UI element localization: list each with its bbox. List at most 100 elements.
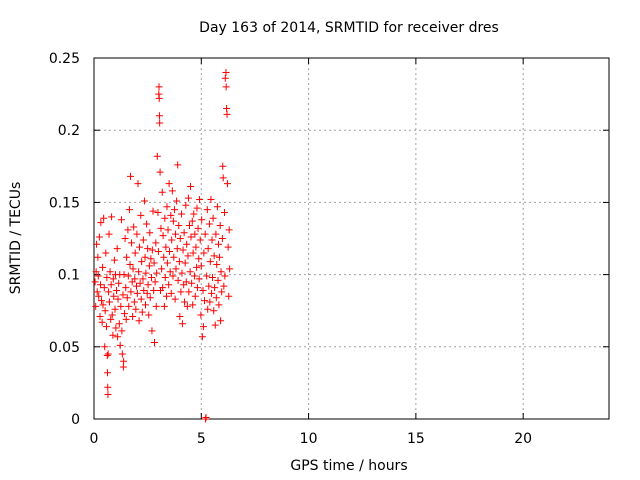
data-point bbox=[160, 302, 168, 310]
data-point bbox=[108, 311, 116, 319]
data-point bbox=[178, 320, 186, 328]
data-point bbox=[182, 201, 190, 209]
data-point bbox=[147, 255, 155, 263]
data-point bbox=[220, 282, 228, 290]
data-point bbox=[104, 350, 112, 358]
data-point bbox=[216, 253, 224, 261]
data-point bbox=[101, 343, 109, 351]
data-point bbox=[223, 180, 231, 188]
data-point bbox=[188, 279, 196, 287]
data-point bbox=[218, 288, 226, 296]
data-point bbox=[173, 245, 181, 253]
data-point bbox=[105, 288, 113, 296]
data-point bbox=[107, 315, 115, 323]
data-point bbox=[197, 262, 205, 270]
data-point bbox=[155, 83, 163, 91]
grid-lines bbox=[94, 58, 609, 419]
data-point bbox=[148, 327, 156, 335]
data-point bbox=[181, 298, 189, 306]
data-point bbox=[120, 357, 128, 365]
data-point bbox=[109, 275, 117, 283]
data-point bbox=[201, 230, 209, 238]
data-point bbox=[144, 281, 152, 289]
y-axis-label: SRMTID / TECUs bbox=[8, 182, 24, 295]
data-point bbox=[173, 197, 181, 205]
data-point bbox=[176, 235, 184, 242]
x-tick-label: 0 bbox=[90, 431, 99, 447]
data-point bbox=[114, 333, 122, 341]
data-point bbox=[134, 180, 142, 188]
data-point bbox=[208, 289, 216, 297]
data-point bbox=[160, 253, 168, 261]
y-tick-label: 0.1 bbox=[58, 268, 80, 284]
data-point bbox=[155, 94, 163, 102]
data-point bbox=[157, 224, 165, 232]
data-point bbox=[145, 311, 153, 319]
data-point bbox=[150, 286, 158, 294]
data-point bbox=[193, 263, 201, 271]
data-point bbox=[153, 152, 161, 160]
data-point bbox=[170, 253, 178, 261]
data-point bbox=[219, 162, 227, 170]
data-point bbox=[208, 273, 216, 281]
data-point bbox=[113, 245, 121, 253]
data-point bbox=[102, 323, 110, 331]
data-point bbox=[212, 294, 220, 302]
y-tick-label: 0.15 bbox=[49, 195, 80, 211]
data-point bbox=[175, 222, 183, 230]
data-point bbox=[140, 286, 148, 294]
data-point bbox=[163, 292, 171, 300]
data-point bbox=[110, 292, 118, 300]
data-point bbox=[156, 168, 164, 176]
data-point bbox=[221, 272, 229, 280]
data-point bbox=[203, 206, 211, 214]
data-point bbox=[152, 239, 160, 247]
data-point bbox=[122, 315, 130, 323]
data-point bbox=[199, 286, 207, 294]
data-point bbox=[98, 318, 106, 326]
data-point bbox=[168, 187, 176, 195]
data-point bbox=[122, 284, 130, 292]
x-tick-label: 5 bbox=[197, 431, 206, 447]
data-point bbox=[202, 414, 210, 422]
data-point bbox=[164, 226, 172, 234]
data-point bbox=[148, 246, 156, 254]
data-point bbox=[186, 268, 194, 276]
data-point bbox=[203, 272, 211, 280]
data-point bbox=[209, 214, 217, 222]
data-point bbox=[131, 275, 139, 283]
data-point bbox=[103, 351, 111, 359]
data-point bbox=[126, 260, 134, 268]
data-point bbox=[191, 230, 199, 238]
data-point bbox=[184, 194, 192, 202]
data-point bbox=[92, 302, 100, 310]
x-axis-label: GPS time / hours bbox=[290, 458, 407, 474]
data-point bbox=[206, 298, 214, 306]
data-point bbox=[170, 206, 178, 214]
data-point bbox=[187, 233, 195, 241]
data-point bbox=[114, 295, 122, 303]
data-point bbox=[214, 240, 222, 248]
x-tick-label: 15 bbox=[407, 431, 425, 447]
data-point bbox=[211, 284, 219, 292]
data-point bbox=[226, 265, 234, 273]
data-point bbox=[124, 272, 132, 280]
data-point bbox=[189, 301, 197, 309]
data-point bbox=[172, 265, 180, 273]
data-point bbox=[169, 272, 177, 280]
data-point bbox=[193, 204, 201, 212]
data-point bbox=[183, 302, 191, 310]
data-point bbox=[125, 302, 133, 310]
data-point bbox=[159, 232, 167, 240]
data-point bbox=[120, 271, 128, 279]
data-point bbox=[117, 302, 125, 310]
data-point bbox=[105, 298, 113, 306]
data-point bbox=[168, 236, 176, 244]
data-point bbox=[104, 383, 112, 391]
data-point bbox=[128, 239, 136, 247]
data-point bbox=[193, 284, 201, 292]
data-point bbox=[215, 301, 223, 309]
data-point bbox=[142, 269, 150, 277]
data-point bbox=[195, 275, 203, 283]
data-point bbox=[171, 295, 179, 303]
